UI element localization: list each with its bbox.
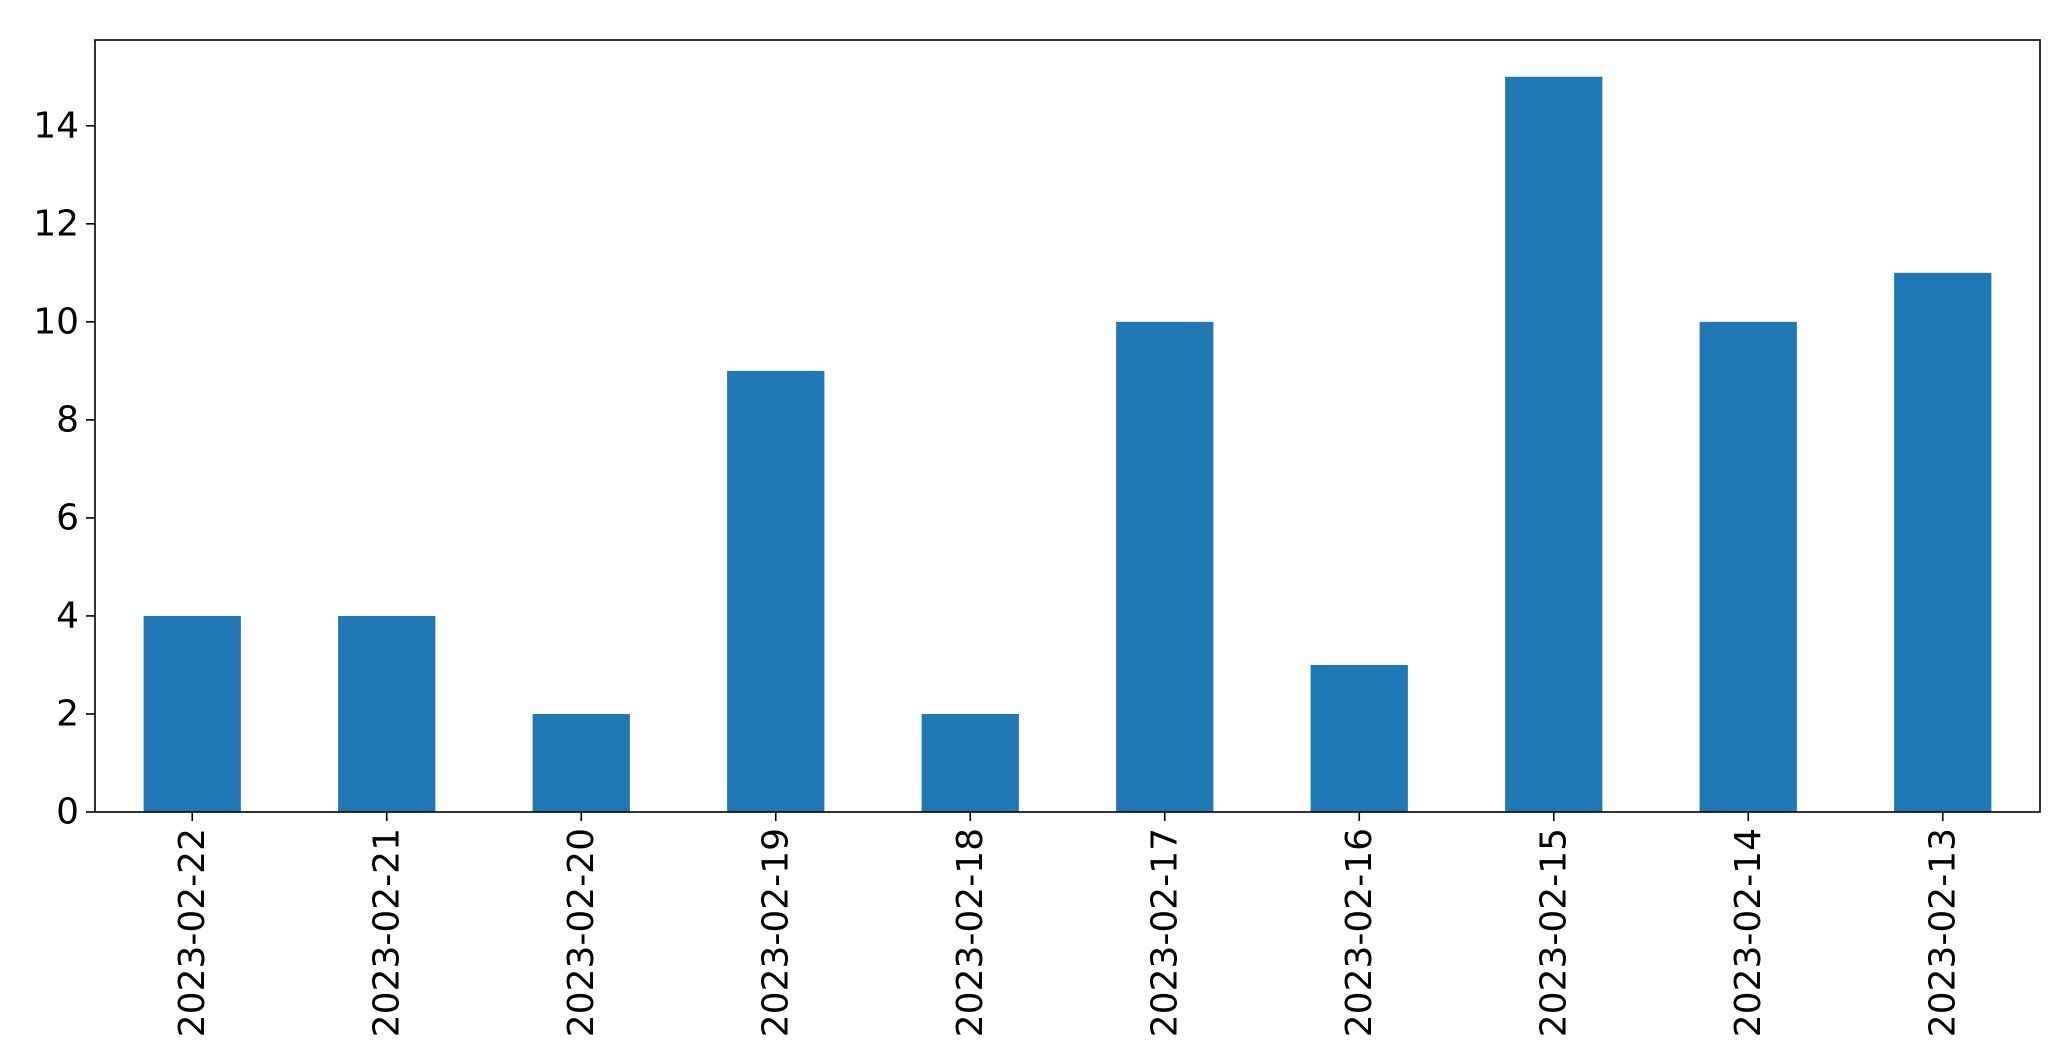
bars-layer bbox=[143, 76, 1992, 812]
bar-2023-02-17 bbox=[1116, 321, 1214, 812]
x-tick-label: 2023-02-16 bbox=[1339, 828, 1380, 1037]
y-tick-label: 10 bbox=[33, 301, 79, 342]
plot-area-frame bbox=[94, 39, 2041, 813]
x-tick-label: 2023-02-17 bbox=[1144, 828, 1185, 1037]
y-tick-label: 4 bbox=[56, 595, 79, 636]
bar-2023-02-14 bbox=[1699, 321, 1797, 812]
bar-2023-02-13 bbox=[1894, 272, 1992, 812]
x-tick-label: 2023-02-19 bbox=[755, 828, 796, 1037]
x-tick-label: 2023-02-21 bbox=[366, 828, 407, 1037]
bar-2023-02-20 bbox=[532, 713, 630, 812]
y-tick-label: 0 bbox=[56, 792, 79, 833]
x-tick-label: 2023-02-15 bbox=[1533, 828, 1574, 1037]
x-tick-label: 2023-02-13 bbox=[1922, 828, 1963, 1037]
y-tick-label: 12 bbox=[33, 203, 79, 244]
y-tick-label: 14 bbox=[33, 105, 79, 146]
x-tick-label: 2023-02-20 bbox=[561, 828, 602, 1037]
bar-2023-02-15 bbox=[1505, 76, 1603, 812]
y-axis: 0 2 4 6 8 10 12 14 bbox=[33, 105, 95, 833]
bar-2023-02-19 bbox=[727, 370, 825, 812]
x-tick-label: 2023-02-18 bbox=[950, 828, 991, 1037]
y-tick-label: 6 bbox=[56, 497, 79, 538]
y-tick-label: 2 bbox=[56, 693, 79, 734]
x-tick-label: 2023-02-14 bbox=[1728, 828, 1769, 1037]
bar-2023-02-18 bbox=[921, 713, 1019, 812]
x-tick-label: 2023-02-22 bbox=[172, 828, 213, 1037]
x-axis: 2023-02-22 2023-02-21 2023-02-20 2023-02-19… bbox=[172, 812, 1963, 1037]
y-tick-label: 8 bbox=[56, 399, 79, 440]
bar-2023-02-16 bbox=[1310, 664, 1408, 812]
bar-2023-02-22 bbox=[143, 615, 241, 812]
bar-2023-02-21 bbox=[338, 615, 436, 812]
